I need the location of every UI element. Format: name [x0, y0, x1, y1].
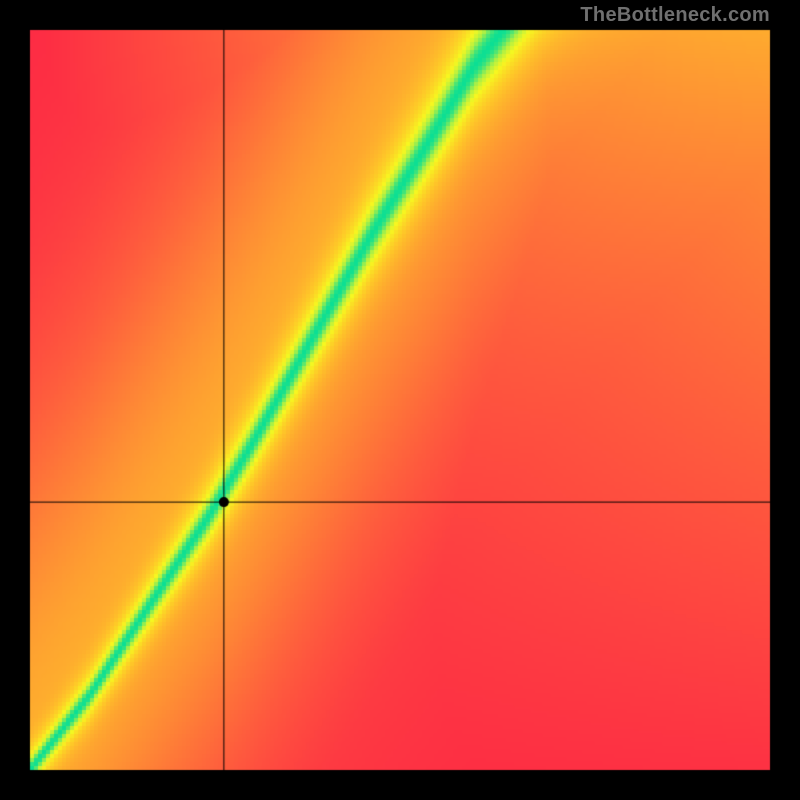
chart-container: TheBottleneck.com — [0, 0, 800, 800]
heatmap-canvas — [0, 0, 800, 800]
watermark-text: TheBottleneck.com — [580, 4, 770, 27]
